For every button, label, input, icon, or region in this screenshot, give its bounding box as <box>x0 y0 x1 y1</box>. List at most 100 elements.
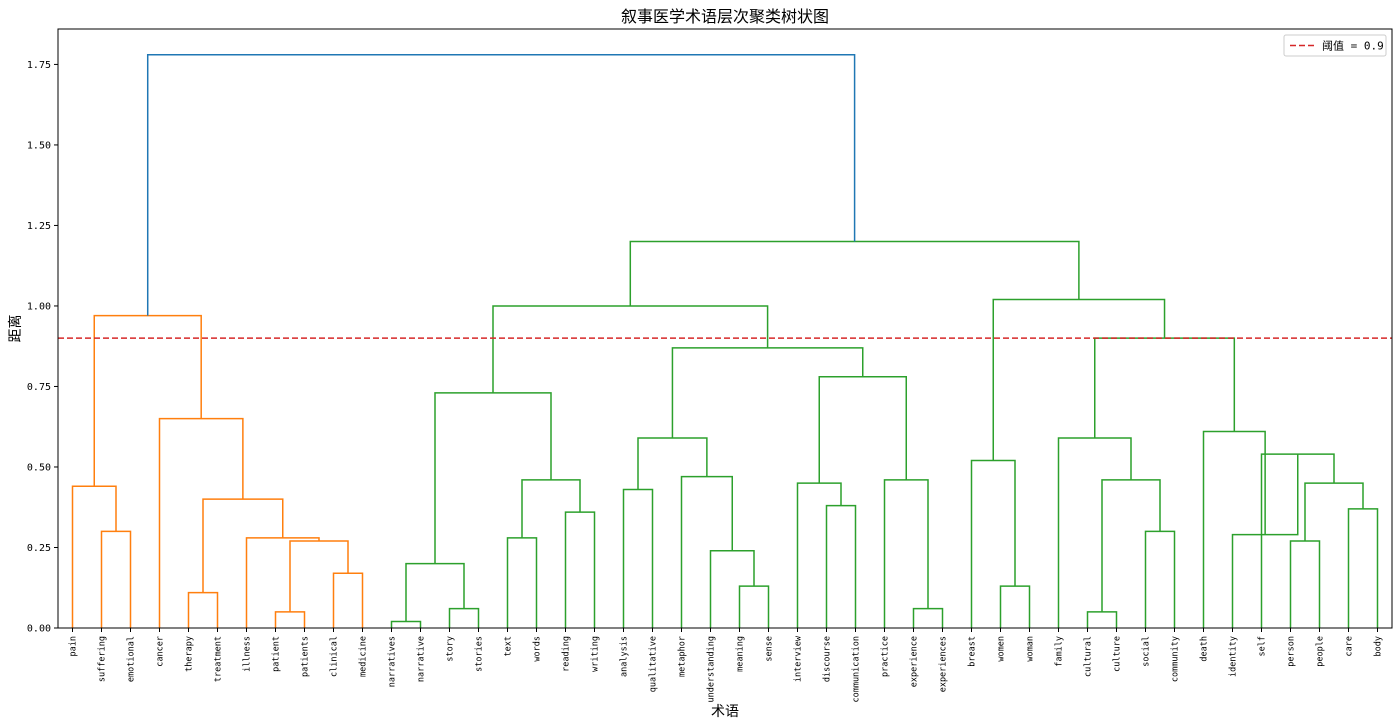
leaf-label-breast: breast <box>968 636 978 667</box>
leaf-label-text: text <box>504 636 514 656</box>
leaf-label-therapy: therapy <box>185 636 195 672</box>
axes: 0.00 0.25 0.50 0.75 1.00 1.25 1.50 1.75 pain suff… <box>27 28 1393 703</box>
leaf-label-culture: culture <box>1113 636 1123 672</box>
link-c4 <box>274 611 306 628</box>
leaf-label-experience: experience <box>910 636 920 687</box>
link-c21 <box>680 475 733 628</box>
link-c43 <box>992 298 1166 461</box>
link-c13 <box>405 562 465 622</box>
leaf-label-people: people <box>1316 636 1326 667</box>
leaf-label-meaning: meaning <box>736 636 746 672</box>
link-c29 <box>492 305 769 393</box>
y-tick-label: 0.00 <box>27 624 51 635</box>
x-axis-label: 术语 <box>711 704 739 720</box>
leaf-label-care: care <box>1345 636 1355 656</box>
link-c45 <box>146 54 856 316</box>
leaf-label-patients: patients <box>301 636 311 677</box>
leaf-label-narratives: narratives <box>388 636 398 687</box>
leaf-label-story: story <box>446 636 456 662</box>
link-c6 <box>289 540 349 612</box>
leaf-label-qualitative: qualitative <box>649 636 659 692</box>
link-c11 <box>390 620 422 628</box>
plot-frame <box>57 28 1393 629</box>
leaf-label-stories: stories <box>475 636 485 672</box>
leaf-label-cultural: cultural <box>1084 636 1094 677</box>
link-c20 <box>709 549 755 628</box>
link-c3 <box>187 591 219 628</box>
leaf-label-emotional: emotional <box>127 636 137 682</box>
leaf-label-body: body <box>1374 636 1384 656</box>
legend: 阈值 = 0.9 <box>1283 34 1387 57</box>
link-c16 <box>521 479 581 538</box>
link-c9 <box>158 417 244 628</box>
link-c8 <box>202 498 284 593</box>
link-c25 <box>912 607 944 628</box>
leaf-label-woman: woman <box>1026 636 1036 662</box>
leaf-label-illness: illness <box>243 636 253 672</box>
y-tick-label: 0.25 <box>27 543 51 554</box>
link-c37 <box>1289 540 1321 628</box>
leaf-label-medicine: medicine <box>359 636 369 677</box>
y-tick-label: 1.25 <box>27 221 51 232</box>
y-tick-label: 0.75 <box>27 382 51 393</box>
y-axis-label: 距离 <box>7 315 24 343</box>
leaf-label-family: family <box>1055 636 1065 667</box>
leaf-label-words: words <box>533 636 543 662</box>
leaf-label-suffering: suffering <box>98 636 108 682</box>
leaf-label-sense: sense <box>765 636 775 662</box>
leaf-label-death: death <box>1200 636 1210 662</box>
link-c27 <box>818 376 907 484</box>
link-c38 <box>1304 482 1364 542</box>
link-c24 <box>796 482 842 628</box>
link-c14 <box>506 537 538 628</box>
link-c17 <box>434 392 552 564</box>
link-c35 <box>1057 437 1132 628</box>
link-c5 <box>332 572 364 628</box>
leaf-label-women: women <box>997 636 1007 662</box>
link-c44 <box>629 240 1080 306</box>
leaf-label-writing: writing <box>591 636 601 672</box>
link-c7 <box>245 537 320 628</box>
leaf-label-person: person <box>1287 636 1297 667</box>
link-c22 <box>637 437 708 490</box>
link-c23 <box>825 504 857 628</box>
leaf-label-reading: reading <box>562 636 572 672</box>
legend-label: 阈值 = 0.9 <box>1322 39 1384 53</box>
link-c41 <box>1202 430 1266 628</box>
dendrogram-links <box>71 54 1379 628</box>
leaf-label-interview: interview <box>794 635 804 682</box>
leaf-label-self: self <box>1258 636 1268 656</box>
leaf-label-social: social <box>1142 636 1152 667</box>
link-c40 <box>1231 454 1299 628</box>
leaf-label-cancer: cancer <box>156 636 166 667</box>
leaf-label-pain: pain <box>69 636 79 656</box>
y-tick-label: 1.50 <box>27 140 51 151</box>
link-c12 <box>448 607 480 628</box>
leaf-label-identity: identity <box>1229 636 1239 677</box>
link-c19 <box>738 585 770 628</box>
link-c2 <box>71 485 117 628</box>
leaf-label-practice: practice <box>881 636 891 677</box>
link-c33 <box>1144 530 1176 628</box>
leaf-label-understanding: understanding <box>707 636 717 703</box>
leaf-label-communication: communication <box>852 636 862 703</box>
legend-box <box>1283 34 1387 57</box>
link-c15 <box>564 511 596 628</box>
link-c28 <box>671 347 864 438</box>
link-c10 <box>93 314 202 487</box>
link-c31 <box>970 459 1016 628</box>
leaf-label-experiences: experiences <box>939 636 949 692</box>
leaf-label-patient: patient <box>272 636 282 672</box>
link-c32 <box>1086 611 1118 628</box>
link-c34 <box>1101 479 1161 612</box>
leaf-label-metaphor: metaphor <box>678 636 688 677</box>
leaf-label-clinical: clinical <box>330 636 340 677</box>
y-tick-label: 1.75 <box>27 60 51 71</box>
y-tick-label: 0.50 <box>27 462 51 473</box>
leaf-label-analysis: analysis <box>620 636 630 677</box>
link-c18 <box>622 488 654 628</box>
y-tick-label: 1.00 <box>27 301 51 312</box>
link-c36 <box>1347 508 1379 628</box>
leaf-label-discourse: discourse <box>823 636 833 682</box>
